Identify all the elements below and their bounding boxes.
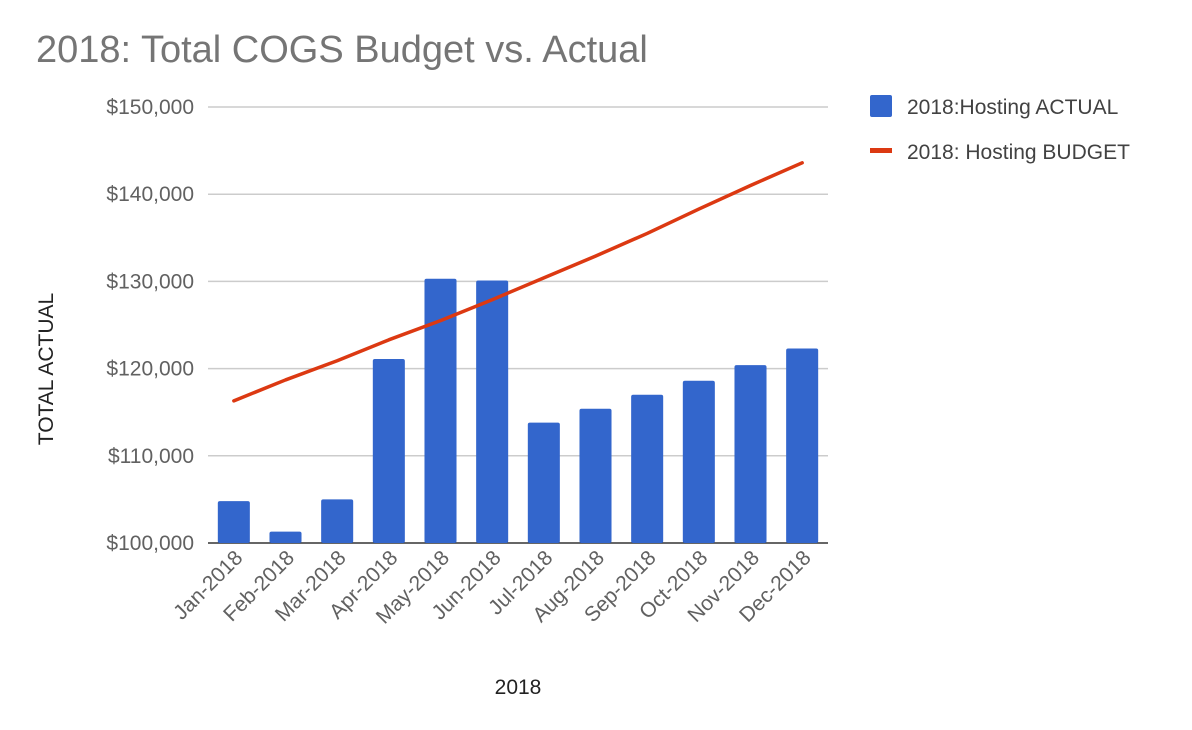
bar-jun-2018	[476, 280, 509, 543]
y-tick-label: $130,000	[106, 270, 194, 293]
y-tick-label: $150,000	[106, 96, 194, 119]
legend-label-actual: 2018:Hosting ACTUAL	[907, 96, 1118, 119]
legend-swatch-budget	[870, 148, 892, 153]
line-series	[232, 161, 804, 403]
bar-may-2018	[424, 278, 457, 543]
chart-title: 2018: Total COGS Budget vs. Actual	[36, 29, 648, 71]
x-axis-ticks: Jan-2018Feb-2018Mar-2018Apr-2018May-2018…	[169, 546, 816, 628]
budget-line	[232, 161, 804, 403]
legend-label-budget: 2018: Hosting BUDGET	[907, 141, 1130, 164]
y-tick-label: $140,000	[106, 183, 194, 206]
bar-dec-2018	[786, 348, 819, 543]
bar-apr-2018	[372, 359, 405, 543]
y-tick-label: $100,000	[106, 532, 194, 555]
legend-swatch-actual	[870, 95, 892, 117]
bar-oct-2018	[682, 380, 715, 543]
bar-series	[217, 278, 819, 543]
y-tick-label: $110,000	[108, 445, 194, 468]
y-tick-label: $120,000	[106, 358, 194, 381]
bar-jul-2018	[527, 422, 560, 543]
bar-feb-2018	[269, 531, 302, 543]
bar-aug-2018	[579, 408, 612, 543]
x-axis-title: 2018	[495, 676, 542, 699]
bar-mar-2018	[321, 499, 354, 543]
y-axis-title: TOTAL ACTUAL	[35, 293, 58, 446]
bar-nov-2018	[734, 365, 767, 543]
bar-jan-2018	[217, 501, 250, 543]
legend: 2018:Hosting ACTUAL 2018: Hosting BUDGET	[870, 95, 1130, 164]
bar-sep-2018	[631, 394, 664, 543]
y-axis-ticks: $100,000 $110,000 $120,000 $130,000 $140,000…	[106, 96, 194, 555]
